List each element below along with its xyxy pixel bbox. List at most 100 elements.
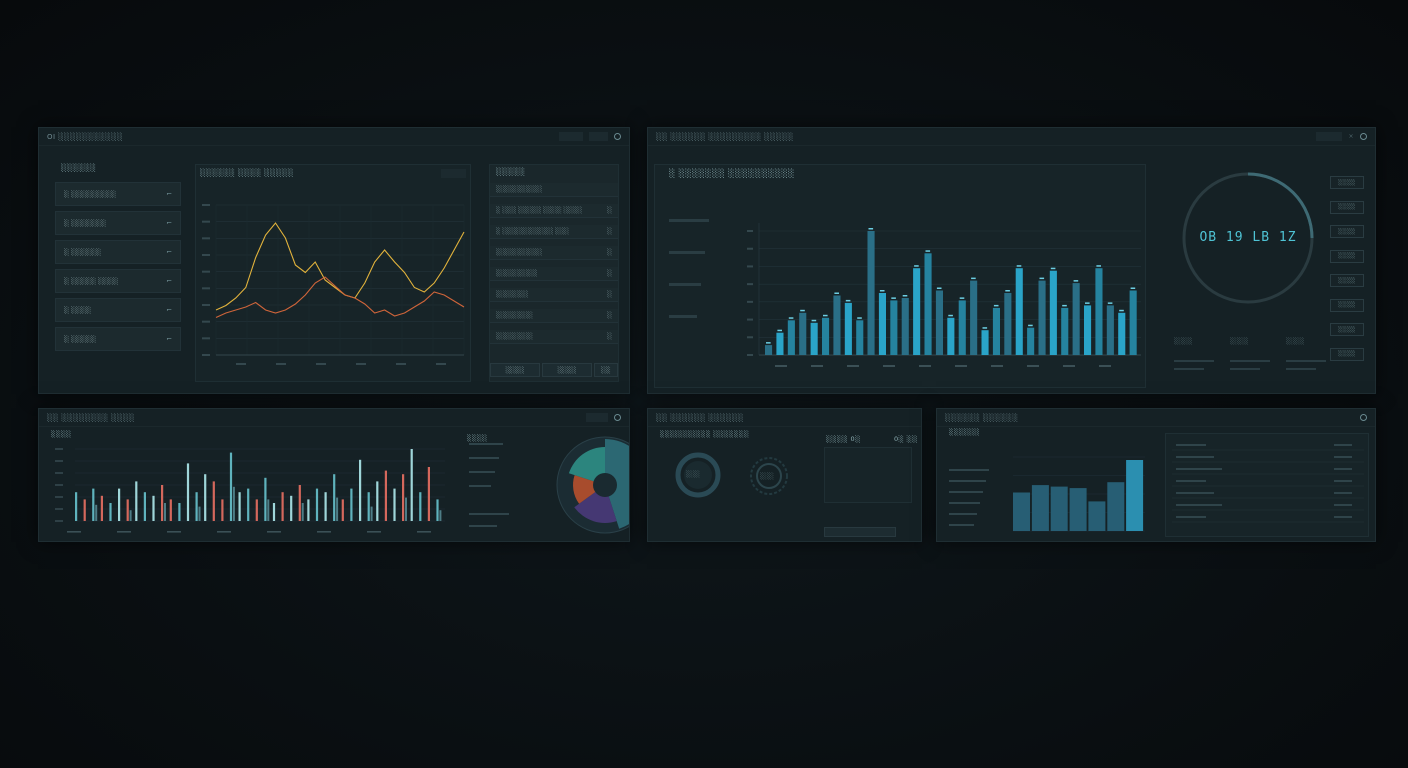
bar bbox=[126, 499, 129, 521]
chevron-icon: ⌐ bbox=[166, 306, 172, 314]
search-chip[interactable] bbox=[1316, 132, 1343, 141]
bar bbox=[1107, 482, 1125, 531]
bar bbox=[1038, 280, 1046, 355]
footer-button[interactable]: ░░░░ bbox=[542, 363, 592, 377]
side-button[interactable]: ░░░░ bbox=[1330, 200, 1364, 214]
detail-item[interactable]: ░░░░░░░░ ░ bbox=[490, 330, 618, 344]
side-button[interactable]: ░░░░ bbox=[1330, 298, 1364, 312]
side-button[interactable]: ░░░░ bbox=[1330, 249, 1364, 263]
list-item[interactable]: ░ ░░░░ ⌐ bbox=[55, 298, 181, 322]
legend-line bbox=[949, 469, 989, 471]
x-tick bbox=[955, 365, 967, 367]
bar bbox=[787, 320, 795, 355]
gauge-value: OB 19 LB 1Z bbox=[1199, 230, 1297, 245]
bar-cap bbox=[993, 304, 999, 307]
footer-button[interactable]: ░░░░ bbox=[490, 363, 540, 377]
panel-header: ░░ ░░░░░░░░ ░░░░ bbox=[39, 409, 629, 427]
y-tick bbox=[747, 300, 753, 303]
detail-label: ░░░░░░░░░░ bbox=[496, 186, 543, 193]
bar bbox=[161, 485, 164, 521]
detail-item[interactable]: ░░░░░░░ ░ bbox=[490, 288, 618, 302]
y-tick bbox=[55, 484, 63, 486]
bar bbox=[376, 481, 379, 521]
filter-chip[interactable] bbox=[586, 413, 608, 422]
bar bbox=[336, 497, 339, 521]
x-tick bbox=[267, 531, 281, 533]
bar bbox=[281, 492, 284, 521]
side-button[interactable]: ░░░░ bbox=[1330, 347, 1364, 361]
bar bbox=[359, 459, 362, 521]
y-tick bbox=[747, 230, 753, 232]
donut-label: ░░░░ bbox=[467, 435, 488, 442]
y-tick bbox=[202, 204, 210, 206]
list-item[interactable]: ░ ░░░░░ ░░░░ ⌐ bbox=[55, 269, 181, 293]
bar-chart-card: ░ ░░░░░░░ ░░░░░░░░░░ bbox=[654, 164, 1146, 388]
list-item-label: ░ ░░░░░░ bbox=[64, 248, 102, 256]
filter-chip[interactable] bbox=[558, 132, 583, 141]
x-tick bbox=[775, 365, 787, 367]
detail-item[interactable]: ░░░░░░░░░░ bbox=[490, 183, 618, 197]
donut-slice bbox=[573, 475, 605, 504]
list-item[interactable]: ░ ░░░░░░ ⌐ bbox=[55, 240, 181, 264]
bar bbox=[410, 449, 413, 521]
detail-value: ░ bbox=[607, 291, 612, 298]
y-tick bbox=[202, 270, 210, 273]
bar-cap bbox=[948, 314, 953, 317]
gauge-ring bbox=[1182, 172, 1314, 304]
table-cell bbox=[1176, 516, 1206, 518]
bar bbox=[924, 253, 932, 355]
bar-cap bbox=[1107, 302, 1113, 304]
panel-header: ░░ ░░░░░░ ░░░░░░░░░ ░░░░░ × bbox=[648, 128, 1375, 146]
bar-cap bbox=[971, 277, 976, 280]
panel-title: ░░ ░░░░░░░░ ░░░░ bbox=[47, 413, 135, 422]
bar-cap bbox=[845, 299, 851, 302]
detail-label: ░░░░░░░ bbox=[496, 291, 529, 298]
detail-item[interactable]: ░░░░░░░░░░ bbox=[490, 267, 618, 281]
details-button[interactable] bbox=[824, 527, 896, 537]
x-tick bbox=[367, 531, 381, 533]
series-line-2 bbox=[215, 276, 465, 319]
shield-icon[interactable] bbox=[1360, 414, 1367, 421]
x-tick bbox=[1063, 365, 1075, 367]
bar bbox=[264, 477, 267, 521]
side-button[interactable]: ░░░░ bbox=[1330, 225, 1364, 238]
list-item[interactable]: ░ ░░░░░░░░░ ⌐ bbox=[55, 182, 181, 206]
detail-label: ░ ░░░ ░░░░░ ░░░░ ░░░░ bbox=[496, 207, 583, 214]
bar bbox=[384, 470, 387, 521]
detail-item[interactable]: ░ ░░░ ░░░░░ ░░░░ ░░░░ ░ bbox=[490, 204, 618, 218]
list-item[interactable]: ░ ░░░░░ ⌐ bbox=[55, 327, 181, 351]
list-item[interactable]: ░ ░░░░░░░ ⌐ bbox=[55, 211, 181, 235]
line-chart bbox=[202, 204, 465, 365]
bar bbox=[1015, 268, 1023, 355]
panel-summary: ░░░░░░ ░░░░░░ ░░░░░░ bbox=[936, 408, 1376, 542]
range-chip[interactable] bbox=[588, 132, 608, 141]
settings-icon[interactable] bbox=[614, 133, 621, 140]
bar bbox=[1031, 485, 1049, 531]
bar bbox=[776, 332, 784, 355]
chart-menu[interactable] bbox=[440, 169, 466, 178]
bar bbox=[958, 300, 966, 355]
user-icon[interactable] bbox=[1360, 133, 1367, 140]
stat-bar bbox=[1286, 360, 1326, 362]
detail-item[interactable]: ░░░░░░░░ ░ bbox=[490, 309, 618, 323]
bar bbox=[833, 295, 841, 355]
close-icon[interactable]: × bbox=[1348, 133, 1354, 140]
footer-button[interactable]: ░░ bbox=[594, 363, 618, 377]
stat-right: 0░ ░░ bbox=[894, 435, 918, 443]
bar bbox=[255, 499, 258, 521]
side-button[interactable]: ░░░░ bbox=[1330, 274, 1364, 287]
y-tick bbox=[55, 448, 63, 450]
stat-label: ░░░░ bbox=[1286, 338, 1305, 345]
x-tick bbox=[167, 531, 181, 533]
side-button[interactable]: ░░░░ bbox=[1330, 323, 1364, 336]
detail-value: ░ bbox=[607, 249, 612, 256]
bar bbox=[195, 492, 198, 521]
detail-item[interactable]: ░░░░░░░░░░ ░ bbox=[490, 246, 618, 260]
bar-cap bbox=[925, 250, 931, 252]
bar bbox=[370, 506, 373, 521]
detail-item[interactable]: ░ ░░░░░░░░░░░ ░░░ ░ bbox=[490, 225, 618, 239]
side-button[interactable]: ░░░░ bbox=[1330, 176, 1364, 189]
y-tick bbox=[55, 472, 63, 474]
settings-icon[interactable] bbox=[614, 414, 621, 421]
detail-value: ░ bbox=[607, 228, 612, 235]
